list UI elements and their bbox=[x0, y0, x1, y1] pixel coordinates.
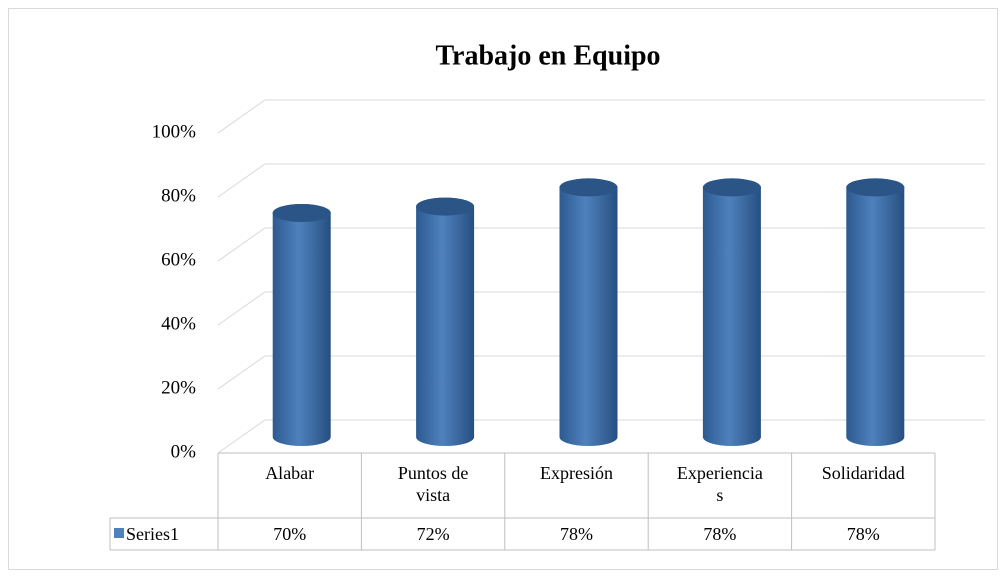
grid-line bbox=[217, 163, 985, 198]
x-tick-label: Experiencias bbox=[676, 463, 763, 505]
bar bbox=[272, 204, 331, 446]
data-table-value: 70% bbox=[273, 524, 307, 544]
bar bbox=[416, 197, 475, 446]
data-table-value: 78% bbox=[703, 524, 737, 544]
grid-line bbox=[217, 99, 985, 134]
chart-title: Trabajo en Equipo bbox=[435, 40, 660, 71]
bar-top bbox=[702, 178, 761, 197]
y-tick-label: 20% bbox=[161, 377, 196, 398]
x-tick-label: Solidaridad bbox=[821, 463, 905, 483]
bar-top bbox=[559, 178, 618, 197]
chart-border bbox=[8, 8, 998, 570]
bar bbox=[702, 178, 761, 446]
x-tick-label: Expresión bbox=[540, 463, 613, 483]
bar-top bbox=[846, 178, 905, 197]
y-tick-label: 100% bbox=[152, 121, 197, 142]
data-table-value: 72% bbox=[416, 524, 450, 544]
y-tick-label: 0% bbox=[171, 441, 197, 462]
y-tick-label: 80% bbox=[161, 185, 196, 206]
y-tick-label: 40% bbox=[161, 313, 196, 334]
bar-top bbox=[272, 204, 331, 222]
x-tick-label: Puntos de vista bbox=[397, 463, 469, 505]
legend-label: Series1 bbox=[126, 524, 179, 544]
bar bbox=[559, 178, 618, 446]
y-tick-label: 60% bbox=[161, 249, 196, 270]
bar bbox=[846, 178, 905, 446]
data-table-value: 78% bbox=[846, 524, 880, 544]
bar-top bbox=[416, 197, 475, 216]
x-tick-label: Alabar bbox=[265, 463, 315, 483]
legend-key bbox=[114, 528, 124, 538]
data-table-value: 78% bbox=[559, 524, 593, 544]
